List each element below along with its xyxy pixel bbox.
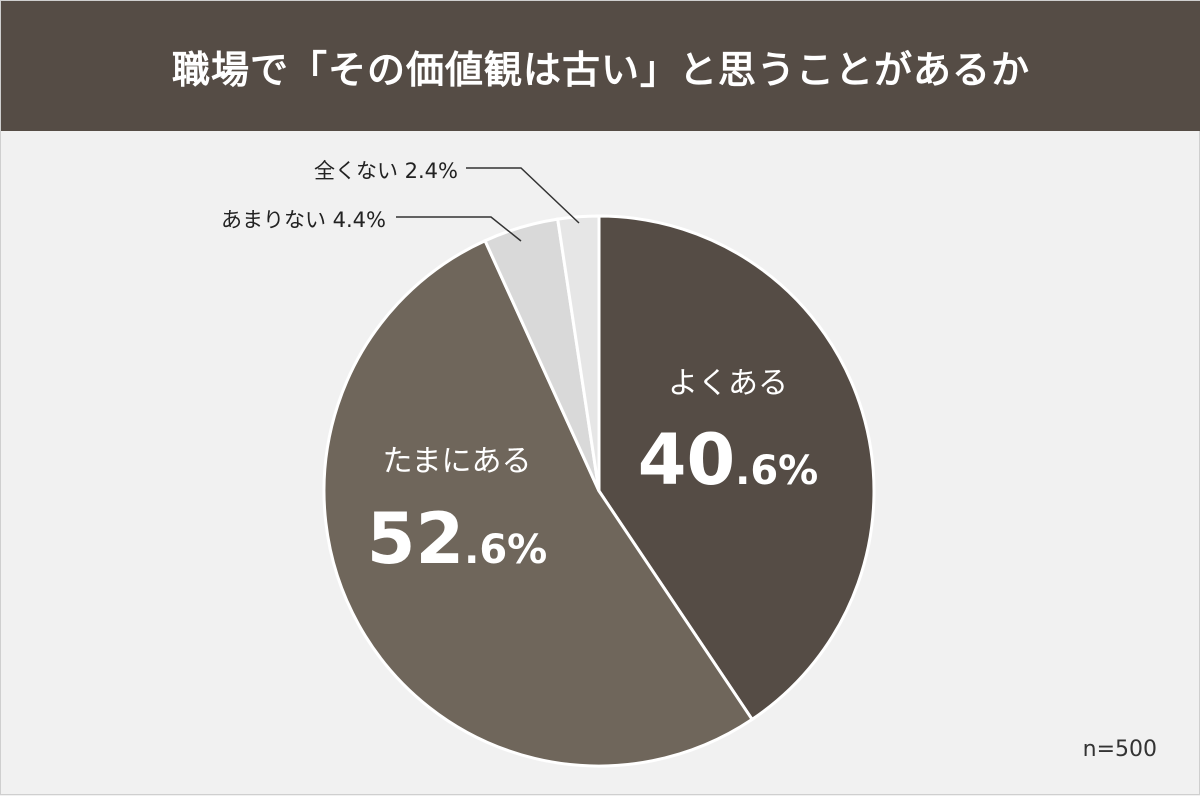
pie-slice-sometimes	[322, 238, 755, 768]
pie-slice-never	[555, 214, 601, 492]
pie-labels: よくある 40.6% たまにある 52.6% あまりない 4.4% 全くない 2.4%	[221, 159, 818, 580]
callout-line-never	[466, 167, 580, 224]
slice-value-sometimes: 52.6%	[367, 498, 548, 580]
sample-size-label: n=500	[1082, 737, 1157, 762]
callout-label-never: 全くない 2.4%	[314, 159, 458, 183]
slice-label-often: よくある	[668, 366, 788, 401]
pie-slice-often	[597, 214, 876, 722]
callout-line-rarely	[396, 216, 522, 242]
pie-slices	[322, 214, 876, 768]
page-title: 職場で「その価値観は古い」と思うことがあるか	[171, 47, 1030, 92]
slice-label-sometimes: たまにある	[382, 444, 531, 479]
header-bar: 職場で「その価値観は古い」と思うことがあるか	[1, 1, 1200, 131]
callout-label-rarely: あまりない 4.4%	[221, 208, 386, 232]
slice-value-often: 40.6%	[638, 419, 819, 501]
